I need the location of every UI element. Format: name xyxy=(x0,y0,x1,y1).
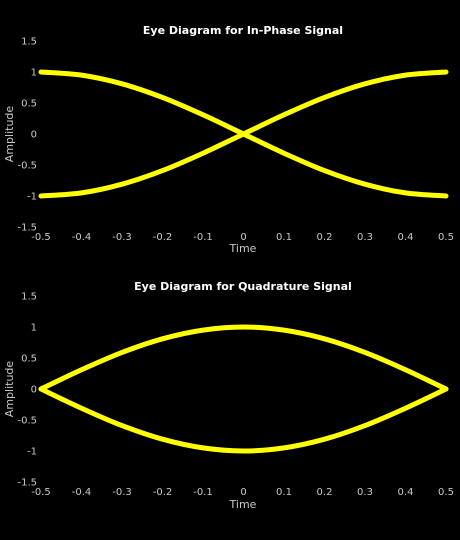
x-tick-label: -0.1 xyxy=(193,232,213,243)
y-tick-label: 1 xyxy=(31,68,37,79)
x-tick-label: -0.1 xyxy=(193,487,213,498)
y-axis-label: Amplitude xyxy=(3,361,16,418)
x-tick-label: 0.2 xyxy=(317,232,333,243)
x-tick-label: -0.5 xyxy=(31,487,51,498)
x-tick-label: 0.1 xyxy=(276,232,292,243)
x-tick-label: 0.5 xyxy=(438,232,454,243)
subplot-in-phase: Eye Diagram for In-Phase Signal -0.5 -0.4… xyxy=(3,24,454,255)
y-tick-label: 1 xyxy=(31,323,37,334)
signal-trace xyxy=(38,386,449,454)
y-tick-label: -0.5 xyxy=(17,161,37,172)
x-tick-label: -0.4 xyxy=(72,232,92,243)
signal-trace xyxy=(38,69,449,199)
x-tick-label: -0.2 xyxy=(153,487,173,498)
tick-labels: -0.5 -0.4 -0.3 -0.2 -0.1 0 0.1 0.2 0.3 0.4 0.5 -1.5… xyxy=(17,37,453,244)
x-tick-label: -0.2 xyxy=(153,232,173,243)
y-tick-label: 0 xyxy=(31,130,37,141)
x-tick-label: 0.3 xyxy=(357,487,373,498)
chart-title: Eye Diagram for In-Phase Signal xyxy=(143,24,343,37)
x-axis-label: Time xyxy=(229,242,257,255)
y-tick-label: 0 xyxy=(31,385,37,396)
x-tick-label: 0.5 xyxy=(438,487,454,498)
plot-area xyxy=(41,296,446,482)
y-tick-label: -1.5 xyxy=(17,223,37,234)
subplot-quadrature: Eye Diagram for Quadrature Signal -0.5 -0… xyxy=(3,280,454,511)
x-tick-label: -0.5 xyxy=(31,232,51,243)
traces xyxy=(38,324,449,454)
x-tick-label: 0 xyxy=(240,232,246,243)
x-tick-label: 0.1 xyxy=(276,487,292,498)
y-tick-label: 1.5 xyxy=(21,37,37,48)
y-tick-label: 0.5 xyxy=(21,354,37,365)
x-tick-label: 0 xyxy=(240,487,246,498)
x-tick-label: 0.4 xyxy=(398,232,414,243)
chart-title: Eye Diagram for Quadrature Signal xyxy=(134,280,352,293)
traces xyxy=(38,69,449,199)
y-axis-label: Amplitude xyxy=(3,106,16,163)
y-tick-label: 0.5 xyxy=(21,99,37,110)
x-tick-label: 0.3 xyxy=(357,232,373,243)
y-tick-label: -1.5 xyxy=(17,478,37,489)
y-tick-label: -0.5 xyxy=(17,416,37,427)
x-tick-label: 0.2 xyxy=(317,487,333,498)
y-tick-label: 1.5 xyxy=(21,292,37,303)
signal-trace xyxy=(38,324,449,392)
x-axis-label: Time xyxy=(229,498,257,511)
y-tick-label: -1 xyxy=(27,447,37,458)
x-tick-label: -0.4 xyxy=(72,487,92,498)
x-tick-label: -0.3 xyxy=(112,232,132,243)
y-tick-label: -1 xyxy=(27,192,37,203)
tick-labels: -0.5 -0.4 -0.3 -0.2 -0.1 0 0.1 0.2 0.3 0.4 0.5 -1.5… xyxy=(17,292,453,499)
x-tick-label: -0.3 xyxy=(112,487,132,498)
x-tick-label: 0.4 xyxy=(398,487,414,498)
